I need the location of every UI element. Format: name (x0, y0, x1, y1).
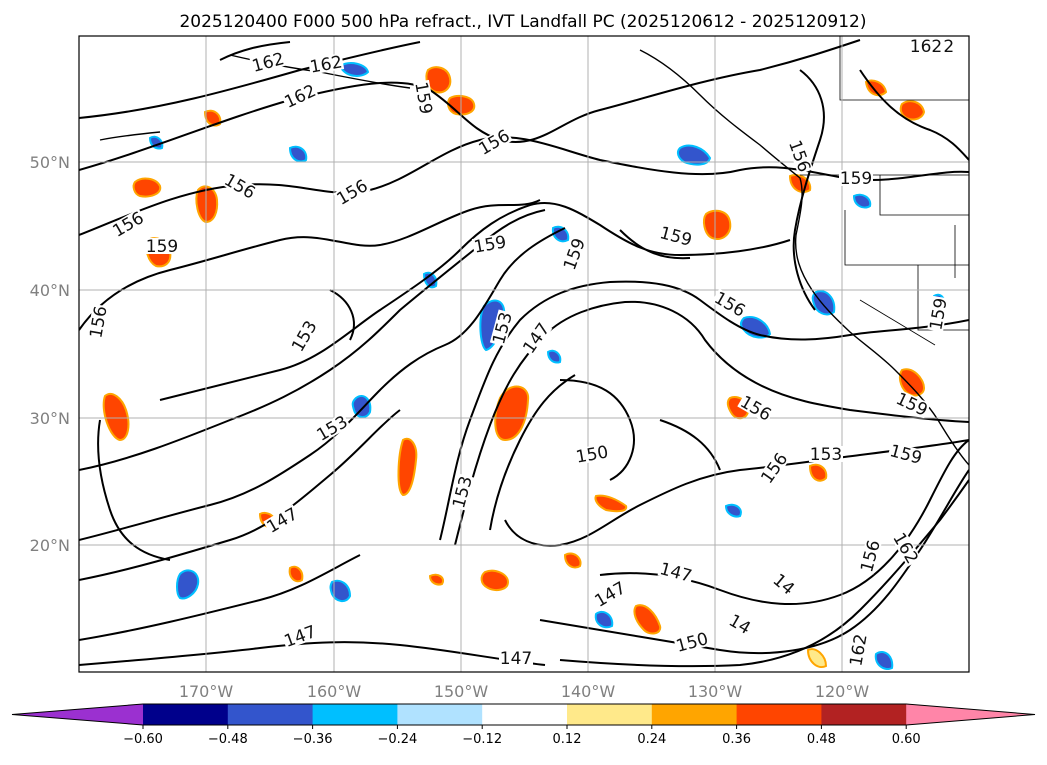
contour-label-bg (711, 288, 749, 320)
colorbar-tick-label: 0.24 (637, 732, 666, 747)
colorbar-segment (736, 704, 822, 725)
colorbar-segment (821, 704, 907, 725)
contour-label-bg (288, 317, 320, 355)
colorbar-tick-label: 0.36 (722, 732, 751, 747)
figure-title: 2025120400 F000 500 hPa refract., IVT La… (179, 12, 866, 32)
colorbar-tick-label: −0.12 (462, 732, 502, 747)
contour-label-bg (927, 295, 949, 333)
lon-label: 130°W (688, 682, 743, 701)
contour-label-bg (313, 412, 351, 444)
lat-label: 50°N (30, 153, 70, 172)
contour-label-bg (857, 537, 883, 575)
colorbar-extend-low (12, 704, 143, 725)
graticule (79, 36, 969, 672)
contour-label-bg (786, 137, 814, 175)
contour-label-bg (145, 238, 179, 254)
colorbar-segment (143, 704, 229, 725)
contour-label-bg (221, 170, 259, 202)
contour-label-bg (573, 443, 611, 465)
map-background (79, 36, 969, 672)
lon-label: 160°W (307, 682, 362, 701)
colorbar-segment (227, 704, 314, 725)
state-borders (800, 36, 969, 346)
contour-label-bg (281, 81, 319, 111)
negative-anomalies (148, 62, 946, 670)
contour-label-bg (489, 309, 515, 347)
colorbar-tick-label: −0.60 (123, 732, 163, 747)
longitude-labels: 170°W 160°W 150°W 140°W 130°W 120°W (179, 682, 870, 701)
contour-label-bg (249, 49, 287, 75)
map-frame (78, 35, 970, 673)
contour-label: 159 (840, 169, 872, 189)
contour-label-bg (890, 529, 922, 567)
colorbar-tick-label: −0.48 (208, 732, 248, 747)
contour-label-bg (519, 319, 553, 357)
contour-label-bg (560, 235, 588, 273)
contour-label-bg (413, 79, 435, 117)
contour-label-bg (333, 176, 371, 208)
contour-label-bg (887, 441, 925, 467)
contour-label-bg (725, 611, 755, 637)
contour-label-bg (839, 170, 873, 186)
contour-label-bg (657, 223, 695, 249)
lon-label: 120°W (815, 682, 870, 701)
colorbar-segment (482, 704, 568, 725)
contour-label-bg (769, 570, 799, 598)
map-panel: 1621621621621591561561561561591591591591… (78, 35, 970, 673)
contour-label-bg (809, 446, 843, 462)
contour-label-bg (263, 504, 301, 536)
lat-label: 30°N (30, 409, 70, 428)
contour-label-bg (281, 622, 319, 650)
colorbar-tick-label: 0.48 (807, 732, 836, 747)
lon-label: 170°W (179, 682, 234, 701)
contour-labels: 1621621621621591561561561561591591591591… (86, 37, 955, 669)
contour-label-bg (471, 233, 509, 255)
lat-label: 20°N (30, 536, 70, 555)
colorbar-segment (651, 704, 738, 725)
lon-label: 150°W (434, 682, 489, 701)
colorbar-tick-label: −0.36 (293, 732, 333, 747)
contour-label-bg (591, 578, 629, 610)
colorbar-segment (567, 704, 653, 725)
contour-label-bg (657, 559, 695, 585)
contour-label-bg (757, 449, 791, 487)
latitude-labels: 50°N 40°N 30°N 20°N (30, 153, 70, 555)
colorbar-segment (397, 704, 483, 725)
contour-label-bg (893, 389, 931, 419)
contour-label-bg (499, 650, 533, 666)
contour-label: 153 (810, 445, 842, 465)
colorbar-segment (312, 704, 398, 725)
contour-label: 147 (500, 649, 532, 669)
contour-label-bg (87, 303, 109, 341)
contour-label: 159 (146, 237, 178, 257)
contour-label-bg (737, 392, 775, 424)
colorbar-tick-label: 0.12 (553, 732, 582, 747)
contour-label-bg (449, 473, 475, 511)
colorbar: −0.60 −0.48 −0.36 −0.24 −0.12 0.12 0.24 0.36 0.4… (11, 703, 1036, 747)
lat-label: 40°N (30, 281, 70, 300)
contour-label-bg (673, 629, 711, 655)
contour-label-bg (475, 126, 513, 158)
contour-label-bg (847, 631, 869, 669)
colorbar-tick-label: −0.24 (377, 732, 417, 747)
colorbar-extend-high (906, 704, 1035, 725)
lon-label: 140°W (561, 682, 616, 701)
contour-label-bg (109, 208, 147, 240)
colorbar-tick-label: 0.60 (892, 732, 921, 747)
contour-label: 162 (910, 37, 942, 57)
contour-label-bg (307, 53, 345, 75)
contour-label-bg (909, 38, 943, 54)
